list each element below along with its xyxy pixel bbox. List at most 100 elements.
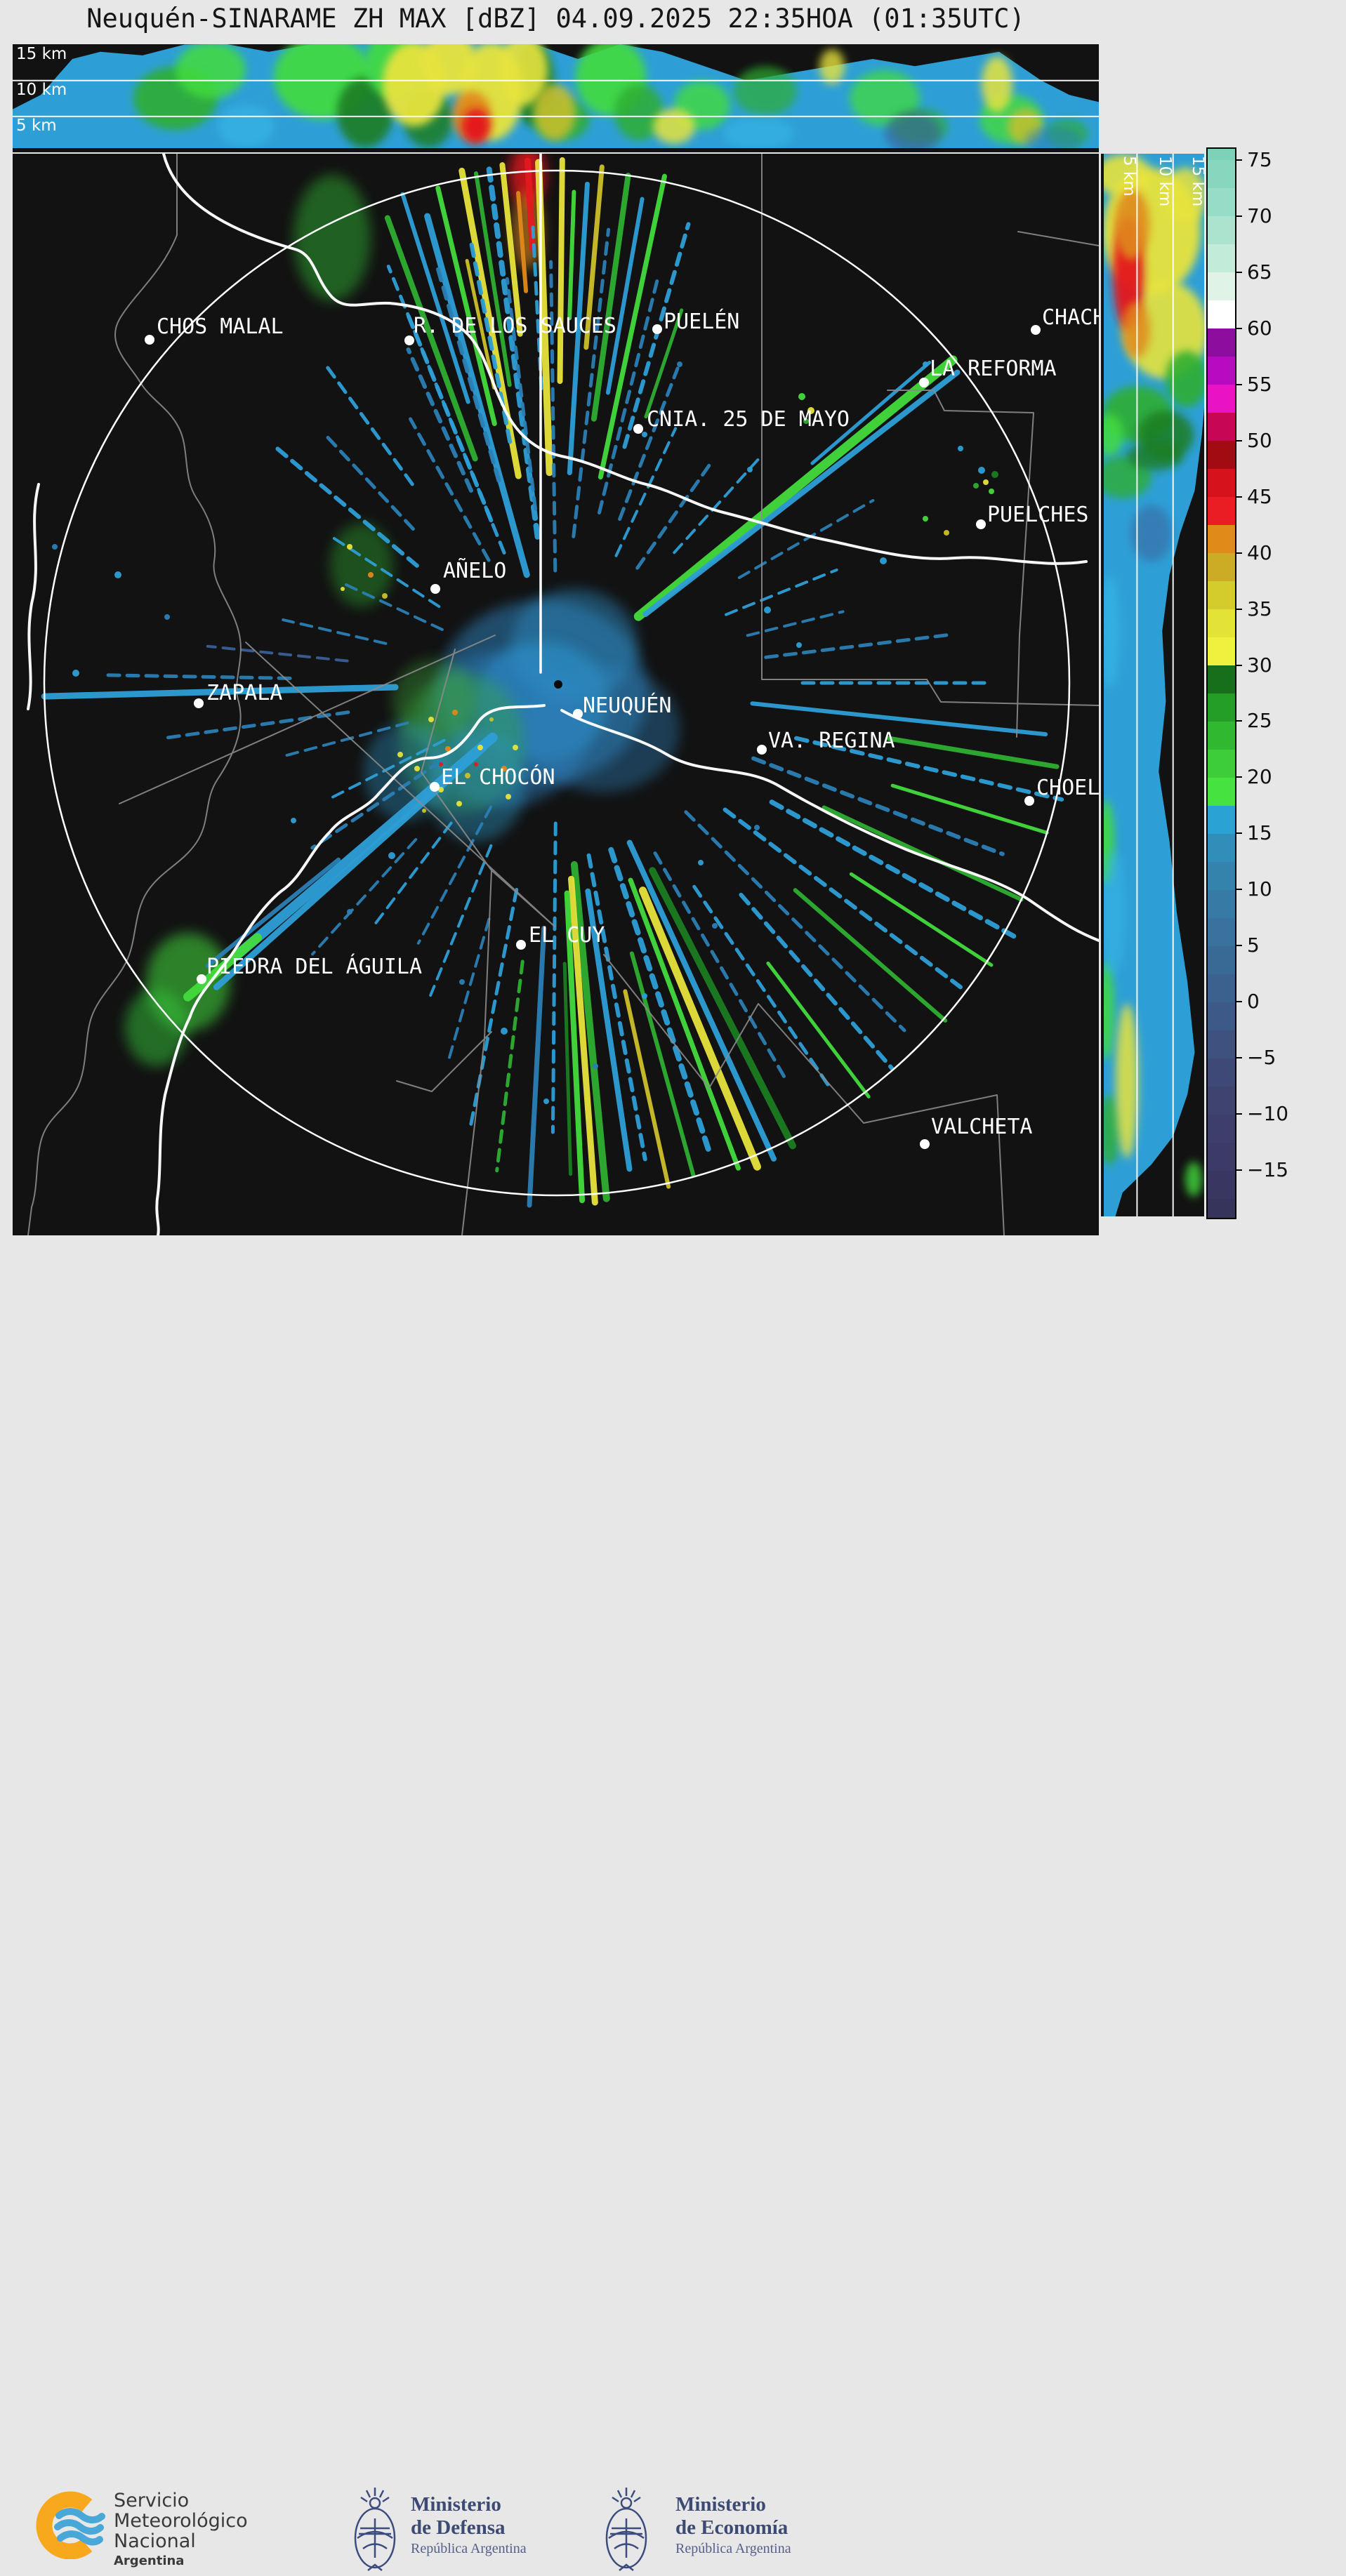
colorbar-segment: [1208, 187, 1235, 217]
defensa-line-1: Ministerio: [411, 2493, 501, 2516]
city-label: NEUQUÉN: [583, 693, 672, 718]
smn-line-1: Servicio: [114, 2490, 190, 2511]
colorbar-tick-mark: [1235, 496, 1242, 498]
colorbar-segment: [1208, 440, 1235, 470]
smn-logo-icon: [36, 2491, 105, 2559]
colorbar-tick-label: −5: [1247, 1046, 1276, 1070]
city-label: CHOELE: [1036, 776, 1099, 800]
page-title: Neuquén-SINARAME ZH MAX [dBZ] 04.09.2025…: [86, 4, 1025, 34]
city-dot: [976, 519, 986, 529]
colorbar-segment: [1208, 945, 1235, 974]
city-label: PUELCHES: [987, 503, 1089, 527]
colorbar-segment: [1208, 384, 1235, 413]
colorbar-segment: [1208, 1170, 1235, 1199]
city-label: CHACH: [1042, 305, 1099, 330]
colorbar-tick-mark: [1235, 664, 1242, 666]
city-dot: [652, 324, 662, 334]
city-label: LA REFORMA: [930, 357, 1057, 381]
smn-line-3: Nacional: [114, 2530, 196, 2552]
city-dot: [920, 1139, 930, 1149]
city-label: CHOS MALAL: [157, 314, 284, 339]
colorbar-segment: [1208, 272, 1235, 301]
colorbar-tick-mark: [1235, 1057, 1242, 1059]
colorbar-segment: [1208, 149, 1235, 161]
right-panel-gridlines: [1136, 154, 1174, 1216]
defensa-line-2: de Defensa: [411, 2516, 506, 2539]
colorbar-tick-mark: [1235, 832, 1242, 835]
footer: Servicio Meteorológico Nacional Argentin…: [0, 1237, 1346, 2571]
right-axis-label-5km: 5 km: [1120, 156, 1138, 197]
city-dot: [145, 335, 154, 345]
colorbar-tick-label: 75: [1247, 147, 1272, 171]
city-label: R. DE LOS SAUCES: [414, 314, 616, 338]
colorbar-segment: [1208, 159, 1235, 189]
colorbar-segment: [1208, 552, 1235, 582]
colorbar-tick-mark: [1235, 383, 1242, 385]
city-dot: [919, 378, 929, 387]
colorbar-tick-mark: [1235, 159, 1242, 161]
colorbar-tick-mark: [1235, 1113, 1242, 1115]
right-panel-echoes: [1101, 154, 1204, 1216]
colorbar-tick-label: 5: [1247, 934, 1260, 957]
top-axis-label-10km: 10 km: [16, 81, 67, 99]
colorbar-segment: [1208, 356, 1235, 385]
city-label: VA. REGINA: [768, 729, 895, 753]
colorbar-segment: [1208, 833, 1235, 862]
colorbar-tick-mark: [1235, 439, 1242, 441]
colorbar-segment: [1208, 1030, 1235, 1058]
top-axis-label-5km: 5 km: [16, 117, 57, 135]
city-dot: [430, 782, 440, 792]
city-dot: [1024, 796, 1034, 806]
top-panel-echoes: [13, 44, 1099, 152]
economia-line-3: República Argentina: [675, 2541, 791, 2556]
city-label: PUELÉN: [664, 310, 740, 334]
colorbar-tick-label: 45: [1247, 484, 1272, 508]
city-dot: [404, 336, 414, 345]
colorbar-tick-mark: [1235, 271, 1242, 273]
colorbar-tick-label: 15: [1247, 821, 1272, 845]
colorbar-tick-mark: [1235, 215, 1242, 217]
colorbar-tick-mark: [1235, 1001, 1242, 1003]
colorbar-segment: [1208, 805, 1235, 834]
colorbar-tick-label: 65: [1247, 260, 1272, 284]
colorbar-tick-label: 50: [1247, 428, 1272, 452]
colorbar-segment: [1208, 1142, 1235, 1171]
colorbar-segment: [1208, 524, 1235, 554]
economia-line-1: Ministerio: [675, 2493, 766, 2516]
province-borders: [27, 154, 1099, 1235]
dbz-colorbar: [1206, 147, 1236, 1219]
city-label: VALCHETA: [931, 1115, 1033, 1139]
colorbar-segment: [1208, 721, 1235, 750]
colorbar-segment: [1208, 749, 1235, 778]
city-label: ZAPALA: [206, 681, 283, 705]
city-dot: [757, 745, 767, 755]
colorbar-segment: [1208, 328, 1235, 357]
colorbar-segment: [1208, 693, 1235, 722]
colorbar-tick-mark: [1235, 889, 1242, 891]
colorbar-tick-label: 60: [1247, 316, 1272, 340]
colorbar-segment: [1208, 496, 1235, 526]
smn-line-4: Argentina: [114, 2554, 185, 2568]
colorbar-segment: [1208, 974, 1235, 1002]
city-dot: [197, 974, 206, 984]
coat-of-arms-economia-icon: [605, 2488, 647, 2571]
colorbar-tick-mark: [1235, 608, 1242, 610]
colorbar-tick-mark: [1235, 945, 1242, 947]
colorbar-segment: [1208, 889, 1235, 918]
colorbar-tick-label: −10: [1247, 1102, 1289, 1126]
colorbar-segment: [1208, 1002, 1235, 1030]
colorbar-tick-label: 25: [1247, 709, 1272, 733]
colorbar-segment: [1208, 1114, 1235, 1143]
colorbar-segment: [1208, 580, 1235, 610]
smn-wordmark: Servicio Meteorológico Nacional Argentin…: [114, 2490, 248, 2568]
colorbar-tick-mark: [1235, 776, 1242, 778]
ministerio-economia-wordmark: Ministerio de Economía República Argenti…: [675, 2493, 791, 2557]
colorbar-tick-label: 20: [1247, 765, 1272, 789]
colorbar-segment: [1208, 637, 1235, 665]
colorbar-segment: [1208, 1198, 1235, 1216]
colorbar-segment: [1208, 412, 1235, 441]
smn-line-2: Meteorológico: [114, 2510, 248, 2532]
city-label: PIEDRA DEL ÁGUILA: [206, 955, 423, 979]
right-axis-label-10km: 10 km: [1156, 156, 1174, 207]
colorbar-segment: [1208, 1086, 1235, 1115]
